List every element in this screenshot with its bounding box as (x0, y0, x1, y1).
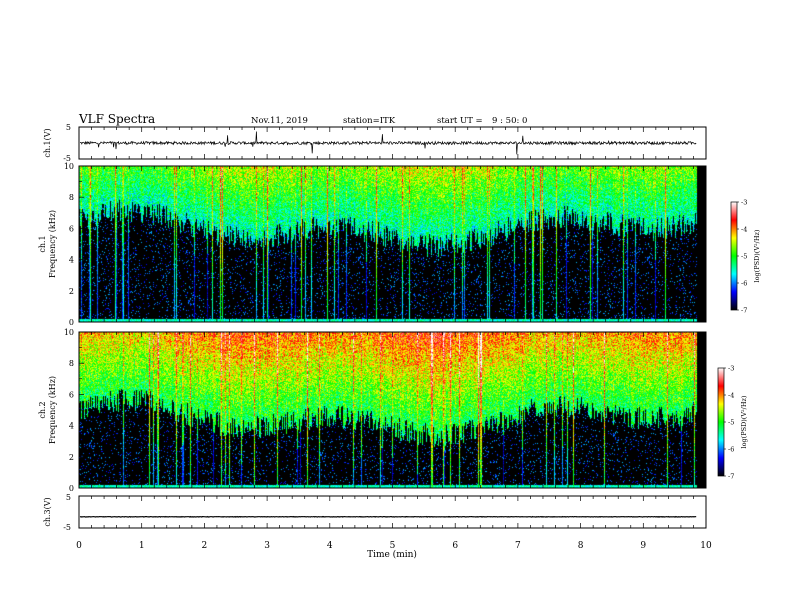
x-tick-label: 1 (139, 541, 145, 551)
y-tick-label: 2 (69, 287, 74, 296)
x-tick-label: 10 (700, 541, 712, 551)
y-tick-label: 6 (69, 224, 74, 233)
start-time-value: 9 : 50: 0 (492, 116, 527, 126)
ch2-spectrogram-ticks (78, 332, 707, 488)
station-label: station=ITK (343, 116, 396, 126)
ch2-spectrogram-heatmap (79, 332, 706, 488)
ch3-waveform-panel: 5 -5 ch.3(V) (43, 493, 707, 532)
y-tick-label: 10 (64, 328, 74, 337)
ch1-colorbar-ticks: -3 -4 -5 -6 -7 (737, 199, 747, 315)
x-tick-label: 7 (515, 541, 521, 551)
y-tick-label: 10 (64, 162, 74, 171)
y-tick-label: 0 (69, 318, 74, 327)
x-tick-label: 8 (578, 541, 584, 551)
ch2-colorbar-label: log(PSD)(V²/Hz) (740, 395, 748, 448)
x-axis-ticks: 0 1 2 3 4 5 6 7 8 9 10 (76, 541, 712, 551)
ch1-spectrogram-ylabel-channel: ch.1 (38, 235, 47, 252)
ch1-colorbar (730, 201, 738, 311)
ch1-waveform-series (80, 131, 697, 155)
ch2-spectrogram-yticks: 0 2 4 6 8 10 (64, 328, 706, 493)
x-axis-label: Time (min) (367, 549, 417, 560)
ch3-waveform-ticks (78, 496, 707, 528)
ch2-spectrogram-ylabel-channel: ch.2 (38, 401, 47, 418)
ch3-ytick-top: 5 (66, 493, 71, 502)
start-time-prefix: start UT = (437, 116, 483, 126)
y-tick-label: 8 (69, 359, 74, 368)
y-tick-label: 6 (69, 390, 74, 399)
ch1-waveform-ticks (78, 127, 707, 159)
ch3-ytick-bottom: -5 (63, 523, 71, 532)
colorbar-tick-label: -5 (728, 419, 734, 427)
colorbar-tick-label: -4 (728, 392, 734, 400)
x-tick-label: 0 (76, 541, 82, 551)
y-tick-label: 4 (69, 256, 74, 265)
ch3-waveform-ylabel: ch.3(V) (43, 497, 52, 526)
ch1-spectrogram-heatmap (79, 166, 706, 322)
x-tick-label: 9 (640, 541, 646, 551)
y-tick-label: 8 (69, 193, 74, 202)
y-tick-label: 4 (69, 422, 74, 431)
colorbar-tick-label: -4 (741, 226, 747, 234)
ch1-spectrogram-yticks: 0 2 4 6 8 10 (64, 162, 706, 327)
colorbar-tick-label: -6 (741, 280, 747, 288)
ch2-colorbar (717, 367, 725, 477)
x-tick-label: 4 (327, 541, 333, 551)
ch2-colorbar-ticks: -3 -4 -5 -6 -7 (724, 365, 734, 481)
figure-title: VLF Spectra (78, 112, 155, 126)
ch1-ytick-bottom: -5 (63, 154, 71, 163)
colorbar-tick-label: -6 (728, 446, 734, 454)
date-label: Nov.11, 2019 (251, 116, 308, 126)
x-tick-label: 6 (452, 541, 458, 551)
y-tick-label: 2 (69, 453, 74, 462)
ch2-spectrogram-ylabel-frequency: Frequency (kHz) (48, 376, 57, 444)
ch1-spectrogram-ticks (78, 166, 707, 322)
y-tick-label: 0 (69, 484, 74, 493)
x-tick-label: 5 (390, 541, 396, 551)
ch1-spectrogram-ylabel-frequency: Frequency (kHz) (48, 210, 57, 278)
colorbar-tick-label: -7 (741, 307, 747, 315)
colorbar-tick-label: -5 (741, 253, 747, 261)
colorbar-tick-label: -7 (728, 473, 734, 481)
ch1-ytick-top: 5 (66, 123, 71, 132)
ch1-waveform-panel: 5 -5 ch.1(V) (43, 123, 707, 163)
colorbar-tick-label: -3 (728, 365, 734, 373)
x-tick-label: 3 (264, 541, 270, 551)
colorbar-tick-label: -3 (741, 199, 747, 207)
ch1-colorbar-label: log(PSD)(V²/Hz) (753, 229, 761, 282)
ch1-waveform-ylabel: ch.1(V) (43, 128, 52, 157)
x-tick-label: 2 (202, 541, 208, 551)
